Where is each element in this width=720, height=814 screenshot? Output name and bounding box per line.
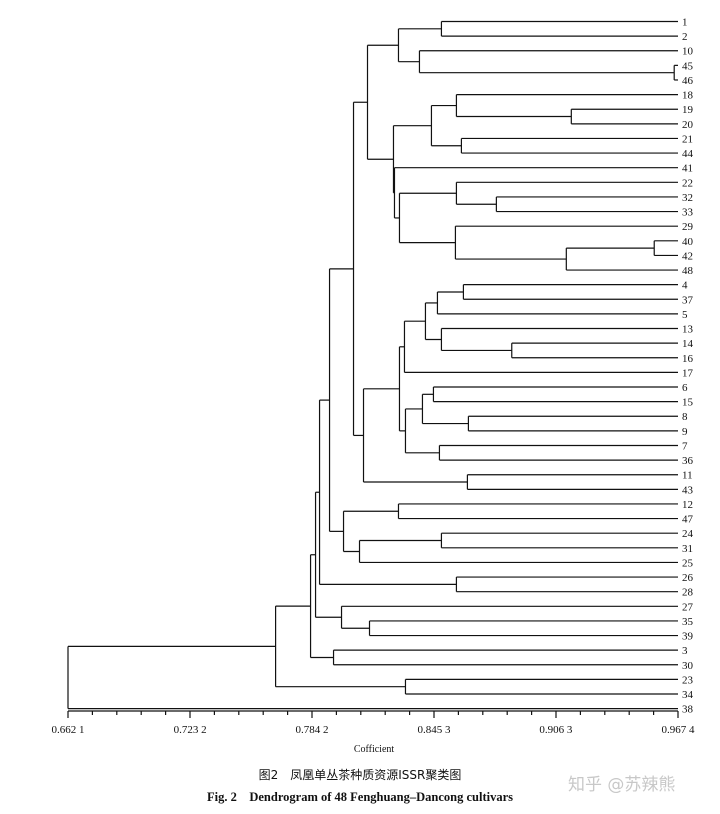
leaf-label: 27 [682,601,694,613]
leaf-label: 41 [682,163,693,175]
leaf-label: 13 [682,324,694,336]
leaf-label: 17 [682,367,694,379]
dendrogram-chart: 1210454618192021444122323329404248437513… [52,17,696,756]
leaf-label: 34 [682,689,694,701]
leaf-label: 28 [682,587,694,599]
watermark: 知乎 @苏辣熊 [568,775,676,795]
leaf-label: 2 [682,31,688,43]
leaf-label: 37 [682,294,694,306]
leaf-label: 21 [682,133,693,145]
x-axis: 0.662 1 0.723 2 0.784 2 0.845 3 0.906 3 0.967… [52,710,696,736]
leaf-label: 9 [682,426,688,438]
leaf-label: 18 [682,90,694,102]
leaf-label: 26 [682,572,694,584]
leaf-label: 31 [682,543,693,555]
leaf-label: 10 [682,46,694,58]
leaf-label: 8 [682,411,688,423]
x-tick-label: 0.906 3 [539,724,573,736]
leaf-label: 44 [682,148,694,160]
leaf-label: 3 [682,645,688,657]
leaf-label: 23 [682,674,694,686]
leaf-label: 22 [682,177,693,189]
leaf-label: 7 [682,440,688,452]
x-tick-label: 0.967 4 [662,724,696,736]
caption-chinese: 图2 凤凰单丛茶种质资源ISSR聚类图 [258,768,462,782]
leaf-label: 46 [682,75,694,87]
x-tick-label: 0.723 2 [174,724,207,736]
leaf-label: 11 [682,470,693,482]
leaf-label: 33 [682,207,694,219]
leaf-label: 30 [682,660,694,672]
leaf-label: 29 [682,221,694,233]
leaf-label: 43 [682,484,694,496]
x-axis-title: Cofficient [354,744,395,755]
leaf-label: 45 [682,60,694,72]
leaf-label: 32 [682,192,693,204]
leaf-label: 14 [682,338,694,350]
leaf-label: 12 [682,499,693,511]
leaf-label: 36 [682,455,694,467]
leaf-label: 1 [682,17,688,29]
leaf-label: 15 [682,397,694,409]
leaf-label: 39 [682,631,694,643]
x-tick-label: 0.845 3 [418,724,452,736]
leaf-label: 35 [682,616,694,628]
leaf-label: 40 [682,236,694,248]
leaf-label: 4 [682,280,688,292]
leaf-label: 24 [682,528,694,540]
leaf-label: 6 [682,382,688,394]
x-tick-label: 0.784 2 [295,724,328,736]
leaf-label: 5 [682,309,688,321]
leaf-label: 16 [682,353,694,365]
leaf-label: 42 [682,250,693,262]
dendrogram-tree [67,20,678,710]
leaf-labels: 1210454618192021444122323329404248437513… [682,17,694,716]
leaf-label: 47 [682,514,694,526]
leaf-label: 19 [682,104,694,116]
x-tick-label: 0.662 1 [52,724,85,736]
leaf-label: 25 [682,557,694,569]
caption-english: Fig. 2 Dendrogram of 48 Fenghuang–Dancon… [206,790,514,804]
leaf-label: 20 [682,119,694,131]
leaf-label: 48 [682,265,694,277]
leaf-label: 38 [682,704,694,716]
